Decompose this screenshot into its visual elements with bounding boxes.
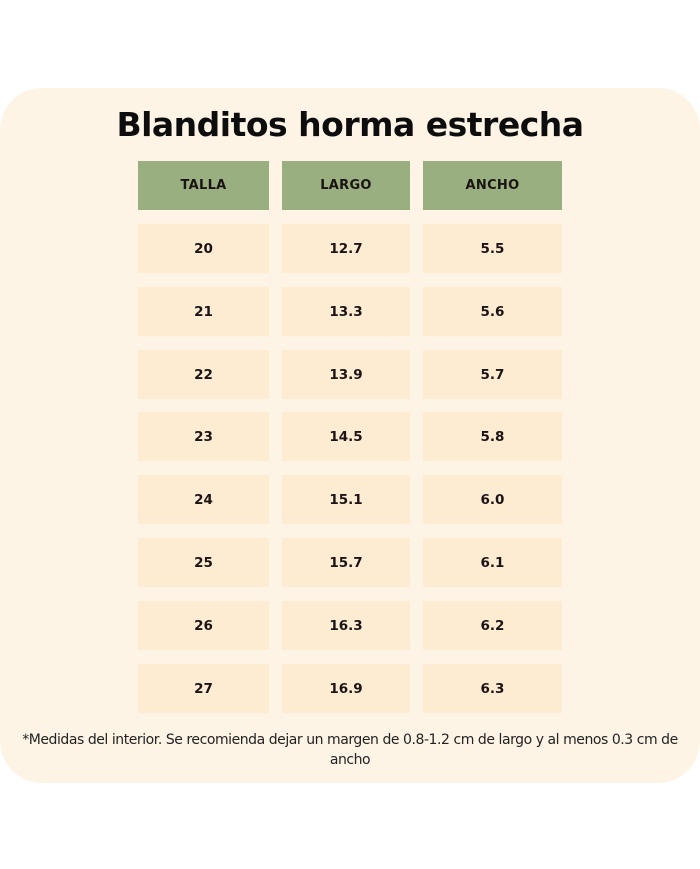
footnote: *Medidas del interior. Se recomienda dej… [22,732,678,768]
table-cell-largo: 15.1 [282,475,410,524]
table-cell-largo: 14.5 [282,412,410,461]
table-cell-talla: 23 [138,412,269,461]
table-cell-ancho: 5.8 [423,412,562,461]
table-cell-ancho: 5.6 [423,287,562,336]
table-cell-talla: 22 [138,350,269,399]
table-cell-talla: 25 [138,538,269,587]
table-cell-talla: 24 [138,475,269,524]
table-cell-talla: 21 [138,287,269,336]
table-cell-largo: 13.9 [282,350,410,399]
table-cell-ancho: 5.7 [423,350,562,399]
table-cell-largo: 13.3 [282,287,410,336]
table-cell-largo: 16.3 [282,601,410,650]
table-cell-talla: 20 [138,224,269,273]
page-title: Blanditos horma estrecha [116,105,584,144]
column-header-largo: LARGO [282,161,410,210]
table-cell-ancho: 6.0 [423,475,562,524]
table-cell-ancho: 6.2 [423,601,562,650]
table-cell-ancho: 6.1 [423,538,562,587]
table-cell-largo: 16.9 [282,664,410,713]
table-cell-talla: 27 [138,664,269,713]
table-cell-ancho: 5.5 [423,224,562,273]
table-cell-talla: 26 [138,601,269,650]
column-header-ancho: ANCHO [423,161,562,210]
table-cell-largo: 12.7 [282,224,410,273]
table-cell-ancho: 6.3 [423,664,562,713]
table-cell-largo: 15.7 [282,538,410,587]
column-header-talla: TALLA [138,161,269,210]
